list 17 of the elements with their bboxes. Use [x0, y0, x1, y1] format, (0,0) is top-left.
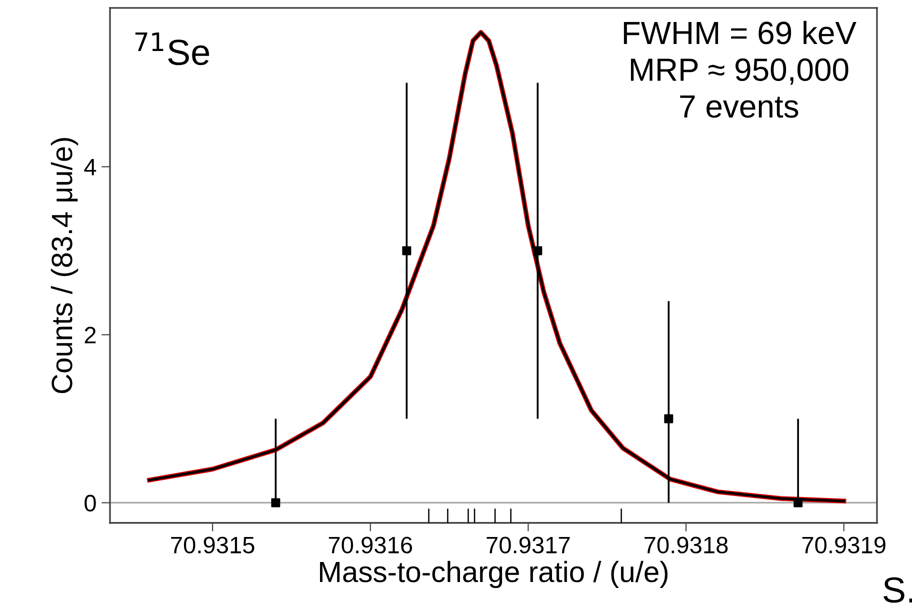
point	[533, 246, 542, 256]
y-axis-title: Counts / (83.4 μu/e)	[50, 138, 78, 394]
point	[794, 498, 803, 508]
x-tick-label: 70.9317	[486, 536, 570, 554]
point	[271, 498, 280, 508]
point	[664, 414, 674, 424]
annotation: $^{71}$Se	[135, 32, 210, 66]
point	[402, 246, 412, 256]
y-tick-label: 4	[84, 159, 96, 176]
x-tick-label: 70.9316	[328, 536, 412, 554]
x-tick-label: 70.9319	[802, 536, 886, 554]
x-axis-title: Mass-to-charge ratio / (u/e)	[320, 560, 668, 588]
x-tick-label: 70.9318	[644, 536, 728, 554]
annotation: FWHM = 69 keV MRP ≈ 950,000 7 events	[624, 20, 856, 118]
y-tick-label: 2	[84, 326, 96, 344]
x-tick-label: 70.9315	[171, 536, 254, 554]
y-tick-label: 0	[84, 494, 96, 512]
